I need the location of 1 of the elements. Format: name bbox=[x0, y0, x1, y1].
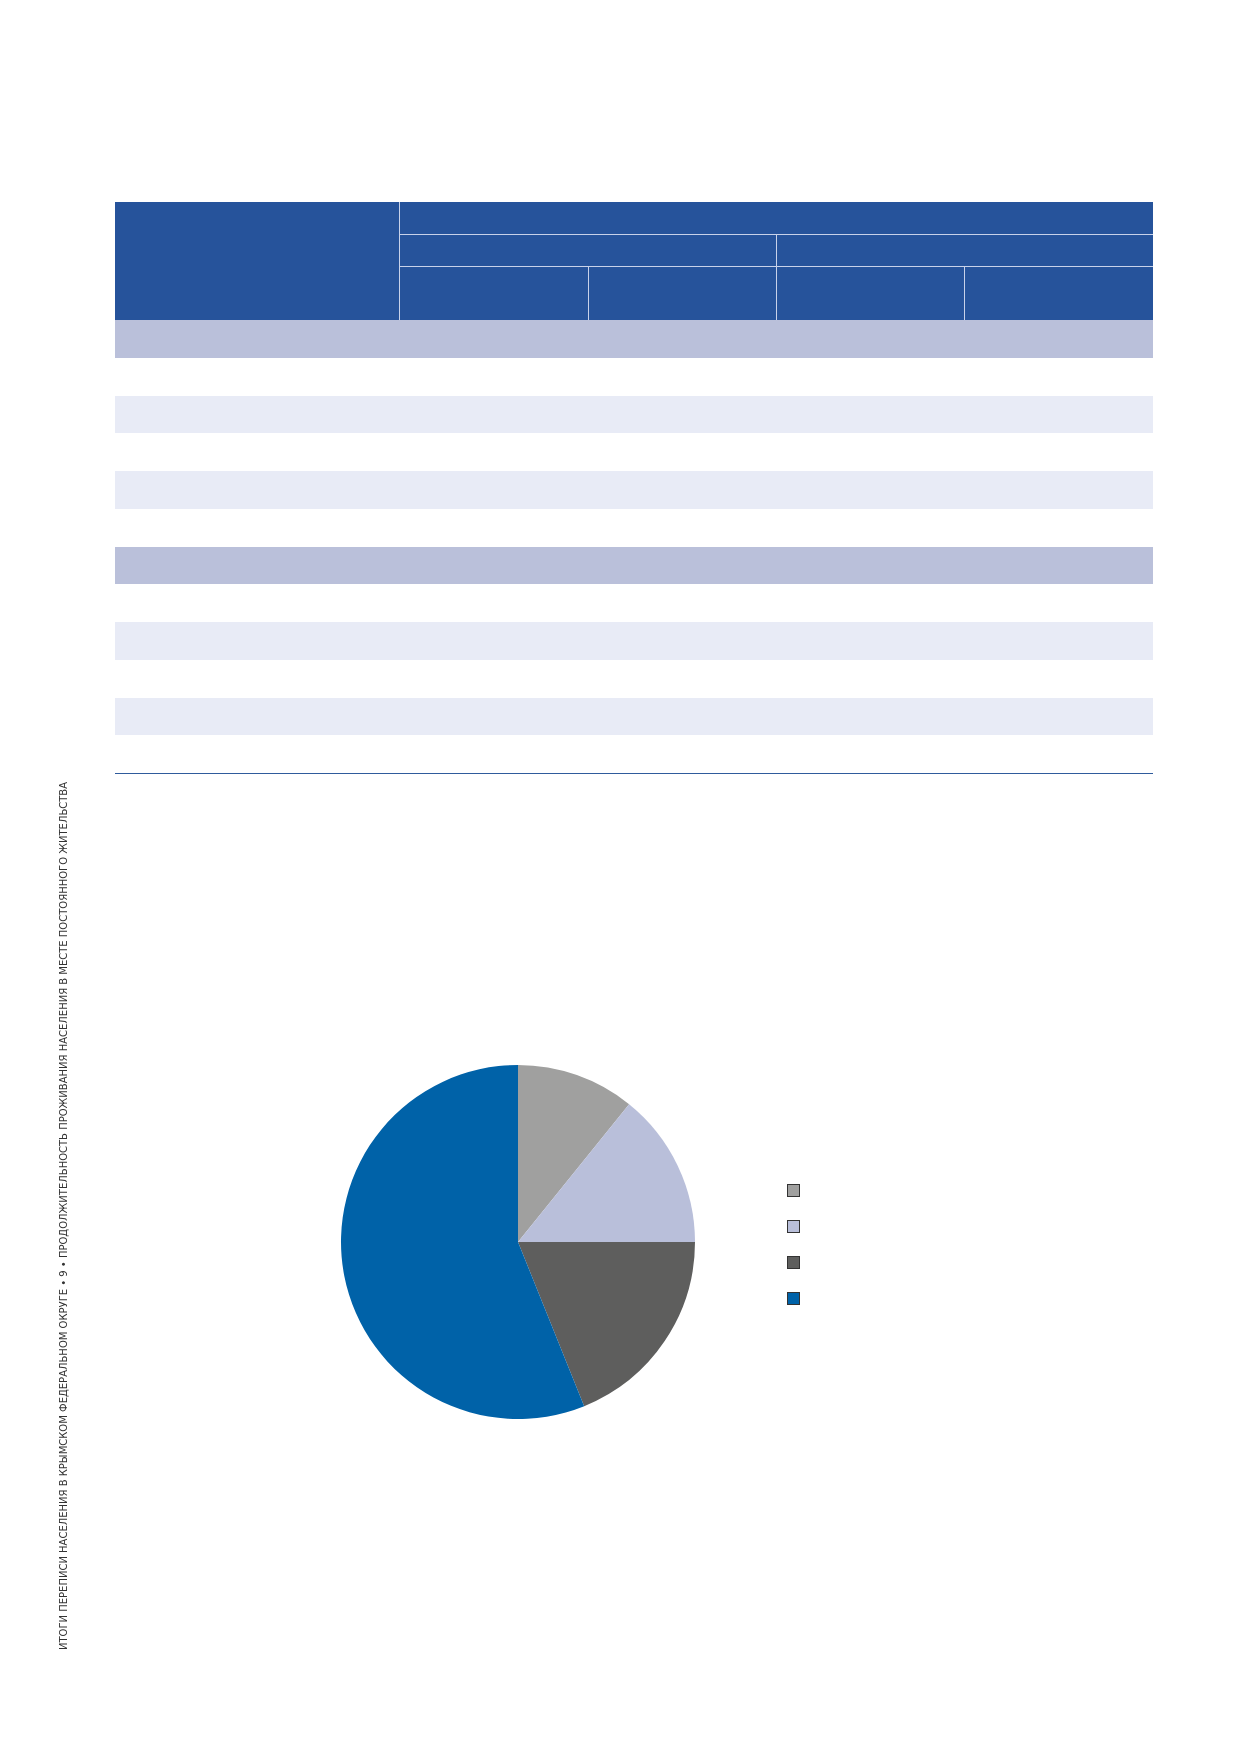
text: ИТОГИ ПЕРЕПИСИ НАСЕЛЕНИЯ В КРЫМСКОМ ФЕДЕРАЛЬНОМ ОКРУГЕ • 9 • ПРОДОЛЖИТЕЛЬНОСТЬ ПРОЖИВАНИЯ НАСЕЛЕНИЯ В МЕСТЕ ПОСТОЯННОГО ЖИТЕЛЬСТВА bbox=[58, 781, 69, 1650]
